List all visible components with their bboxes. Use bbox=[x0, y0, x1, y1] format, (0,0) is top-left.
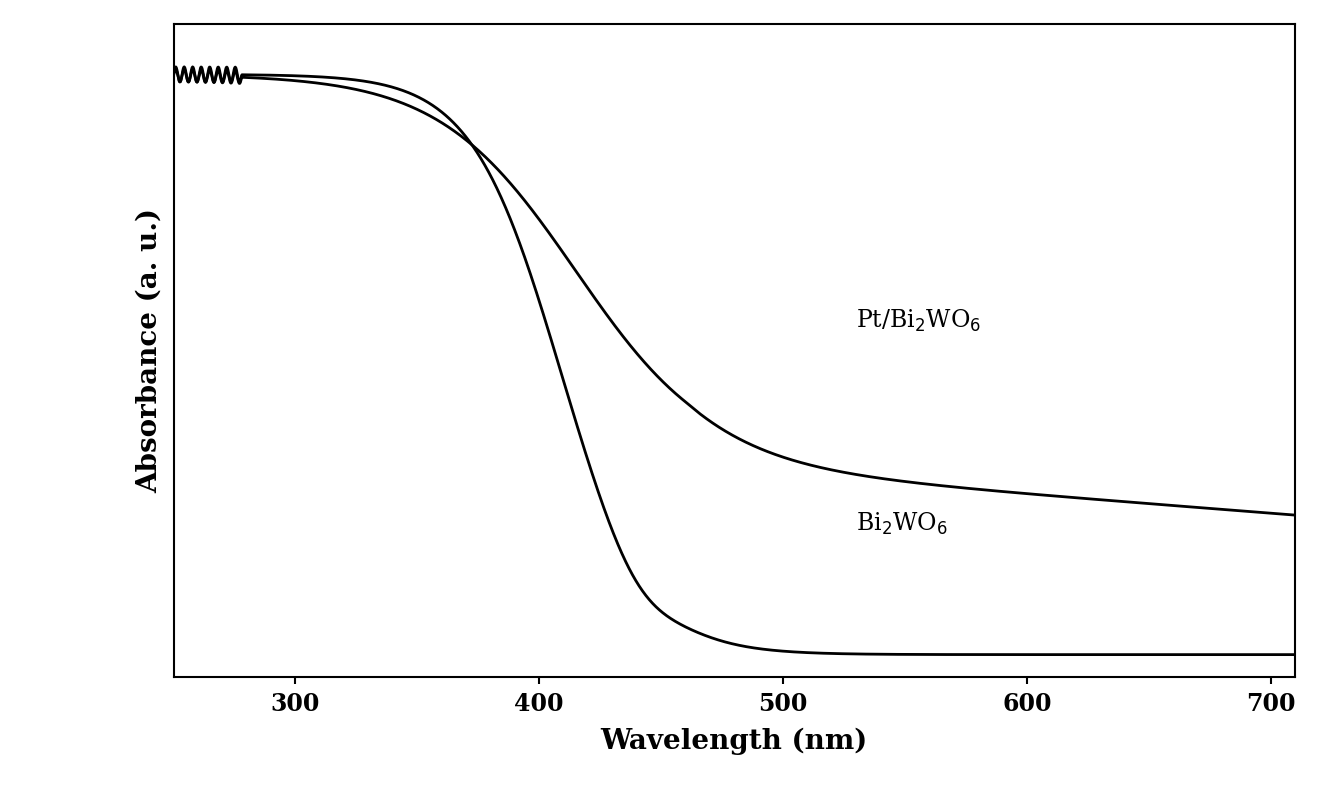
Text: Bi$_2$WO$_6$: Bi$_2$WO$_6$ bbox=[856, 511, 948, 538]
Text: Pt/Bi$_2$WO$_6$: Pt/Bi$_2$WO$_6$ bbox=[856, 308, 981, 334]
X-axis label: Wavelength (nm): Wavelength (nm) bbox=[601, 727, 868, 755]
Y-axis label: Absorbance (a. u.): Absorbance (a. u.) bbox=[135, 208, 163, 493]
